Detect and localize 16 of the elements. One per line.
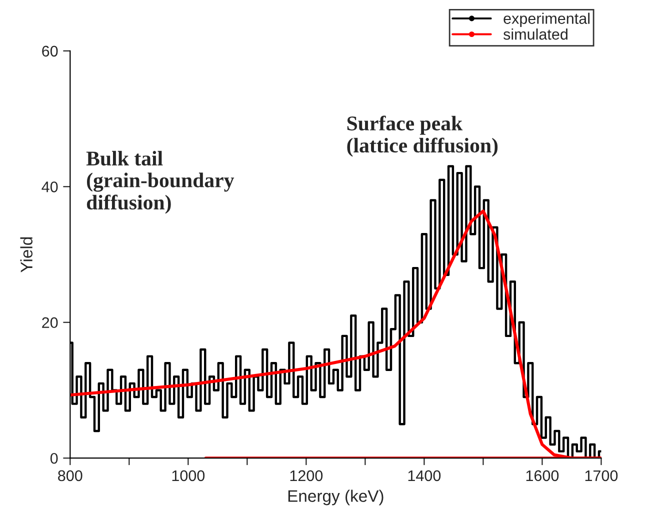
x-tick-label: 1400: [408, 470, 441, 482]
x-tick-label: 800: [58, 470, 82, 482]
x-axis-title: Energy (keV): [288, 490, 384, 506]
legend-label: simulated: [503, 28, 568, 40]
y-tick-label: 40: [42, 182, 58, 192]
x-tick-label: 1600: [526, 470, 559, 482]
legend-label: experimental: [504, 12, 590, 27]
y-tick-label: 20: [42, 317, 58, 328]
x-tick-label: 1200: [290, 470, 323, 482]
annotation: Bulk tail (grain-boundary diffusion): [86, 150, 234, 214]
y-tick-label: 0: [50, 452, 58, 464]
x-tick-label: 1000: [172, 470, 205, 482]
annotation: Surface peak (lattice diffusion): [347, 116, 498, 157]
x-tick-label: 1700: [585, 470, 618, 482]
y-axis-title: Yield: [20, 237, 32, 272]
y-tick-label: 60: [42, 46, 58, 57]
